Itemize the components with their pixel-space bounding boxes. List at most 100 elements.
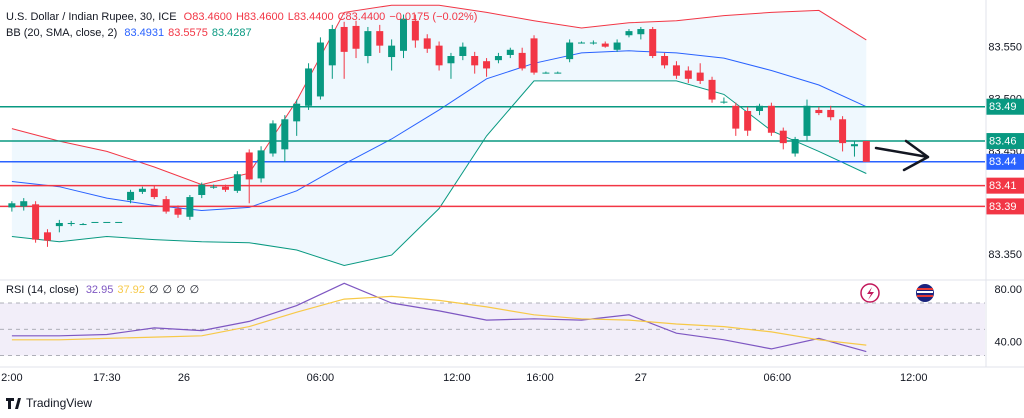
event-icon[interactable] [860,283,880,303]
level-label: 83.44 [989,156,1017,168]
candle-body [162,199,170,212]
ohlc-values: O83.4600 H83.4600 L83.4400 C83.4400 −0.0175 … [184,11,478,23]
x-tick-label: 16:00 [526,372,554,384]
candle-body [293,103,301,122]
rsi-title: RSI (14, close) [6,284,79,296]
x-tick-label: 12:00 [443,372,471,384]
candle-body [637,29,645,35]
candle-body [316,42,324,97]
band-line [11,50,867,212]
brand-logo [6,398,21,409]
candle-body [684,70,692,79]
y-tick-label: 83.350 [988,249,1022,261]
x-tick-label: 12:00 [900,372,928,384]
candle-body [732,105,740,129]
candle-body [827,109,835,118]
candle-body [779,130,787,144]
candle-body [494,56,502,61]
candle-body [305,68,313,106]
x-tick-label: 06:00 [764,372,792,384]
candle-body [815,109,823,114]
legend-value: O83.4600 [184,11,232,23]
candle-body [791,138,799,154]
indicator-legend: BB (20, SMA, close, 2) 83.4931 83.5575 83.… [6,27,252,39]
candle-body [839,119,847,144]
candle-body [720,101,728,103]
candle-body [20,201,28,207]
level-label-box [986,198,1024,215]
indicator-values: 83.4931 83.5575 83.4287 [124,27,251,39]
indicator-title: BB (20, SMA, close, 2) [6,27,117,39]
band-line [11,80,867,267]
candle-body [471,56,479,66]
candle-body [447,56,455,64]
candle-body [67,222,75,225]
country-flag-icon[interactable] [916,284,934,302]
y-tick-label: 80.00 [994,284,1022,296]
rsi-legend: RSI (14, close) 32.95 37.92 ∅ ∅ ∅ ∅ [6,284,199,296]
y-tick-label: 40.00 [994,336,1022,348]
level-label: 83.39 [989,201,1017,213]
candle-body [661,56,669,66]
candle-body [411,20,419,41]
candle-body [399,18,407,51]
candle-body [613,42,621,50]
candle-body [767,105,775,133]
candle-body [542,72,550,74]
candle-body [589,42,597,44]
candle-body [340,26,348,52]
band-fill [11,5,867,266]
level-label-box [986,153,1024,170]
candle-body [281,119,289,150]
candle-body [530,38,538,73]
candle-body [756,105,764,111]
legend-value: 83.4931 [124,27,164,39]
legend-value: H83.4600 [236,11,284,23]
band-line [11,4,867,186]
candle-body [233,174,241,191]
candle-body [506,49,514,55]
y-tick-label: 83.550 [988,42,1022,54]
x-tick-label: 26 [178,372,190,384]
candle-body [8,203,16,208]
candle-body [708,79,716,100]
candle-body [388,45,396,58]
candle-body [150,188,158,198]
candle-body [578,42,586,44]
x-tick-label: 2:00 [1,372,22,384]
legend-value: 83.4287 [212,27,252,39]
legend-value: ∅ [149,284,159,296]
candle-body [423,38,431,49]
candle-body [601,43,609,47]
candle-body [672,65,680,76]
candle-body [115,221,123,223]
candle-body [210,186,218,188]
candle-body [138,188,146,192]
candle-body [257,150,265,179]
x-tick-label: 27 [635,372,647,384]
symbol-legend: U.S. Dollar / Indian Rupee, 30, ICE O83.… [6,11,477,23]
candle-body [649,29,657,57]
candle-body [850,144,858,147]
candle-body [269,123,277,154]
rsi-pane: 80.00 40.00 [0,282,1022,356]
candle-body [696,72,704,81]
brand-name: TradingView [26,396,92,410]
level-label-box [986,177,1024,194]
legend-value: C83.4400 [338,11,386,23]
level-label-box [986,98,1024,115]
candle-body [55,222,63,227]
symbol-title: U.S. Dollar / Indian Rupee, 30, ICE [6,11,177,23]
x-tick-label: 06:00 [307,372,335,384]
legend-value: 32.95 [86,284,114,296]
level-label: 83.41 [989,180,1017,192]
candle-body [803,105,811,136]
candle-body [245,152,253,180]
level-label: 83.49 [989,101,1017,113]
candle-body [435,45,443,66]
candle-body [174,208,182,215]
arrow-annotation [874,139,930,172]
candle-body [862,141,870,162]
rsi-line [11,295,867,346]
